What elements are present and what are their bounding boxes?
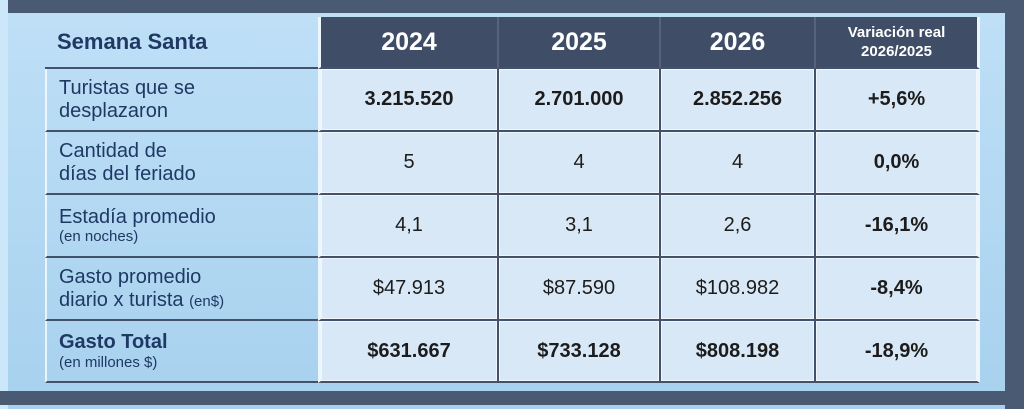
- bottom-frame-bar: [0, 391, 1010, 405]
- cell-turistas-2024: 3.215.520: [318, 69, 497, 132]
- row-label-gasto-total: Gasto Total (en millones $): [45, 321, 318, 383]
- column-header-variation: Variación real 2026/2025: [814, 17, 980, 69]
- row-label-line1: Gasto Total: [59, 331, 168, 354]
- cell-estadia-2026: 2,6: [659, 195, 814, 258]
- cell-gasto-promedio-2024: $47.913: [318, 258, 497, 321]
- left-light-strip: [0, 0, 8, 409]
- row-label-note: (en millones $): [59, 353, 158, 371]
- corner-title-text: Semana Santa: [57, 29, 208, 54]
- cell-dias-variation: 0,0%: [814, 132, 980, 195]
- variation-header-line1: Variación real: [847, 23, 946, 41]
- cell-estadia-2024: 4,1: [318, 195, 497, 258]
- row-label-line2: desplazaron: [59, 99, 168, 122]
- row-label-line1: Estadía promedio: [59, 205, 216, 228]
- cell-estadia-variation: -16,1%: [814, 195, 980, 258]
- cell-turistas-2025: 2.701.000: [497, 69, 659, 132]
- cell-gasto-total-2025: $733.128: [497, 321, 659, 383]
- row-label-gasto-promedio: Gasto promedio diario x turista (en$): [45, 258, 318, 321]
- column-header-2025: 2025: [497, 17, 659, 69]
- cell-gasto-total-variation: -18,9%: [814, 321, 980, 383]
- row-label-turistas: Turistas que se desplazaron: [45, 69, 318, 132]
- cell-estadia-2025: 3,1: [497, 195, 659, 258]
- row-label-line1: Gasto promedio: [59, 265, 202, 288]
- cell-dias-2024: 5: [318, 132, 497, 195]
- row-label-line1: Turistas que se: [59, 76, 195, 99]
- column-header-2024: 2024: [318, 17, 497, 69]
- row-label-line2: días del feriado: [59, 162, 196, 185]
- row-label-estadia: Estadía promedio (en noches): [45, 195, 318, 258]
- cell-dias-2026: 4: [659, 132, 814, 195]
- variation-header-line2: 2026/2025: [861, 43, 932, 60]
- row-label-dias-feriado: Cantidad de días del feriado: [45, 132, 318, 195]
- semana-santa-table: Semana Santa 2024 2025 2026 Variación re…: [45, 17, 980, 383]
- row-label-note: (en$): [189, 292, 225, 310]
- cell-gasto-promedio-2025: $87.590: [497, 258, 659, 321]
- cell-gasto-promedio-variation: -8,4%: [814, 258, 980, 321]
- top-frame-bar: [8, 0, 1024, 13]
- table-corner-title: Semana Santa: [45, 17, 318, 69]
- cell-gasto-total-2024: $631.667: [318, 321, 497, 383]
- cell-gasto-promedio-2026: $108.982: [659, 258, 814, 321]
- cell-dias-2025: 4: [497, 132, 659, 195]
- row-label-line1: Cantidad de: [59, 139, 167, 162]
- cell-turistas-variation: +5,6%: [814, 69, 980, 132]
- row-label-line2: diario x turista (en$): [59, 288, 225, 311]
- cell-turistas-2026: 2.852.256: [659, 69, 814, 132]
- right-frame-bar: [1005, 0, 1024, 409]
- column-header-2026: 2026: [659, 17, 814, 69]
- row-label-note: (en noches): [59, 228, 139, 246]
- cell-gasto-total-2026: $808.198: [659, 321, 814, 383]
